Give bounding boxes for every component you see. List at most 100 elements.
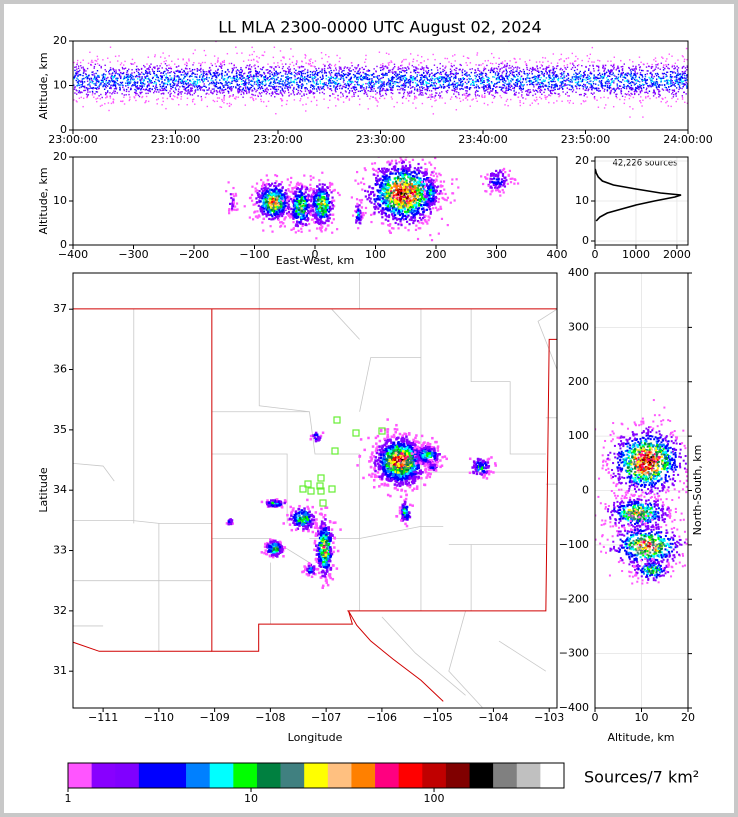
source-density — [630, 71, 632, 73]
source-density — [485, 86, 487, 88]
source-density — [251, 90, 253, 92]
source-density — [377, 101, 379, 103]
source-density — [617, 66, 619, 69]
source-density — [221, 73, 223, 76]
source-density — [322, 85, 325, 88]
source-density — [373, 84, 375, 86]
source-density — [352, 73, 355, 76]
source-density — [235, 87, 237, 89]
source-density — [268, 70, 270, 73]
source-density — [316, 81, 318, 83]
source-density — [119, 64, 122, 66]
source-density — [238, 90, 241, 92]
source-density — [465, 95, 467, 97]
source-density — [346, 95, 349, 98]
source-density — [335, 90, 337, 93]
source-density — [240, 80, 243, 83]
source-density — [658, 90, 660, 93]
source-density — [215, 41, 217, 43]
source-density — [221, 75, 223, 77]
source-density — [581, 85, 584, 87]
source-density — [240, 68, 242, 71]
source-density — [217, 68, 219, 71]
source-density — [123, 75, 126, 78]
source-density — [625, 87, 628, 90]
source-density — [371, 84, 373, 87]
source-density — [439, 73, 441, 75]
source-density — [123, 94, 125, 96]
source-density — [224, 71, 227, 73]
source-density — [485, 72, 487, 75]
source-density — [204, 54, 207, 57]
source-density — [114, 87, 117, 89]
source-density — [135, 94, 137, 97]
source-density — [489, 71, 492, 74]
source-density — [576, 68, 579, 71]
source-density — [552, 80, 554, 82]
source-density — [486, 64, 488, 67]
source-density — [421, 87, 424, 90]
source-density — [525, 90, 527, 92]
source-density — [582, 100, 585, 102]
source-density — [422, 82, 424, 84]
source-density — [151, 77, 154, 80]
source-density — [157, 67, 159, 70]
source-density — [678, 84, 681, 86]
source-density — [209, 72, 211, 75]
source-density — [593, 74, 595, 76]
source-density — [421, 66, 423, 68]
source-density — [194, 82, 196, 85]
source-density — [487, 85, 490, 88]
source-density — [226, 102, 228, 105]
source-density — [187, 84, 190, 87]
source-density — [450, 96, 453, 98]
source-density — [442, 65, 444, 67]
source-density — [638, 69, 641, 71]
source-density — [419, 82, 422, 84]
source-density — [137, 68, 139, 70]
source-density — [448, 61, 450, 63]
source-density — [657, 64, 659, 66]
source-density — [194, 89, 196, 92]
source-density — [281, 99, 284, 102]
source-density — [109, 95, 111, 97]
source-density — [293, 68, 295, 70]
source-density — [540, 70, 542, 73]
source-density — [266, 77, 268, 79]
source-density — [275, 92, 277, 95]
source-density — [598, 90, 600, 92]
source-density — [680, 78, 683, 81]
source-density — [525, 98, 527, 100]
source-density — [312, 92, 315, 94]
source-density — [235, 77, 237, 80]
source-density — [674, 82, 676, 85]
source-density — [419, 79, 422, 81]
source-density — [516, 68, 518, 70]
source-density — [337, 97, 339, 100]
source-density — [253, 77, 255, 79]
source-density — [440, 86, 443, 89]
source-density — [567, 84, 569, 86]
source-density — [559, 81, 562, 83]
source-density — [602, 87, 604, 90]
source-density — [218, 97, 221, 99]
source-density — [359, 76, 361, 79]
source-density — [113, 69, 115, 71]
source-density — [522, 68, 525, 71]
source-density — [373, 76, 375, 78]
source-density — [169, 94, 171, 96]
source-density — [424, 74, 426, 77]
source-density — [198, 84, 200, 87]
source-density — [82, 85, 84, 88]
source-density — [632, 88, 634, 90]
source-density — [86, 96, 88, 99]
source-density — [271, 73, 274, 76]
source-density — [685, 79, 687, 81]
source-density — [366, 70, 368, 72]
source-density — [396, 75, 398, 77]
source-density — [413, 92, 415, 95]
source-density — [434, 58, 436, 61]
source-density — [533, 78, 535, 81]
source-density — [672, 93, 675, 96]
source-density — [476, 100, 478, 103]
